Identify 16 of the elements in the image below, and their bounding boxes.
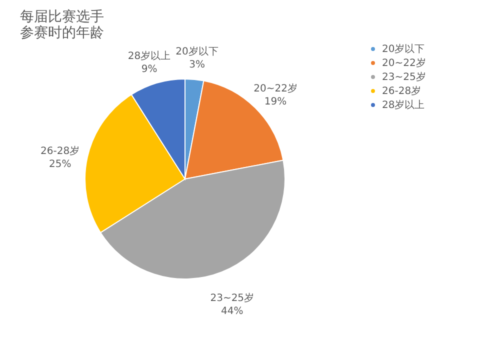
legend-label: 23~25岁 [382, 71, 426, 83]
chart-title: 每届比赛选手参赛时的年龄 [20, 9, 104, 41]
data-label: 3% [189, 60, 205, 71]
data-label: 44% [221, 306, 244, 318]
slice-label: 26-28岁 [40, 145, 80, 158]
data-label: 19% [264, 96, 287, 108]
legend-label: 28岁以上 [382, 99, 425, 111]
legend-label: 20~22岁 [382, 57, 426, 69]
slice-label: 23~25岁 [210, 292, 254, 304]
slice-label: 20岁以下 [176, 46, 218, 58]
legend-label: 26-28岁 [382, 85, 422, 97]
slice-label: 20~22岁 [254, 82, 298, 94]
data-label: 9% [141, 64, 158, 76]
slice-label: 28岁以上 [128, 50, 171, 62]
data-label: 25% [48, 159, 72, 170]
legend-label: 20岁以下 [382, 43, 425, 55]
